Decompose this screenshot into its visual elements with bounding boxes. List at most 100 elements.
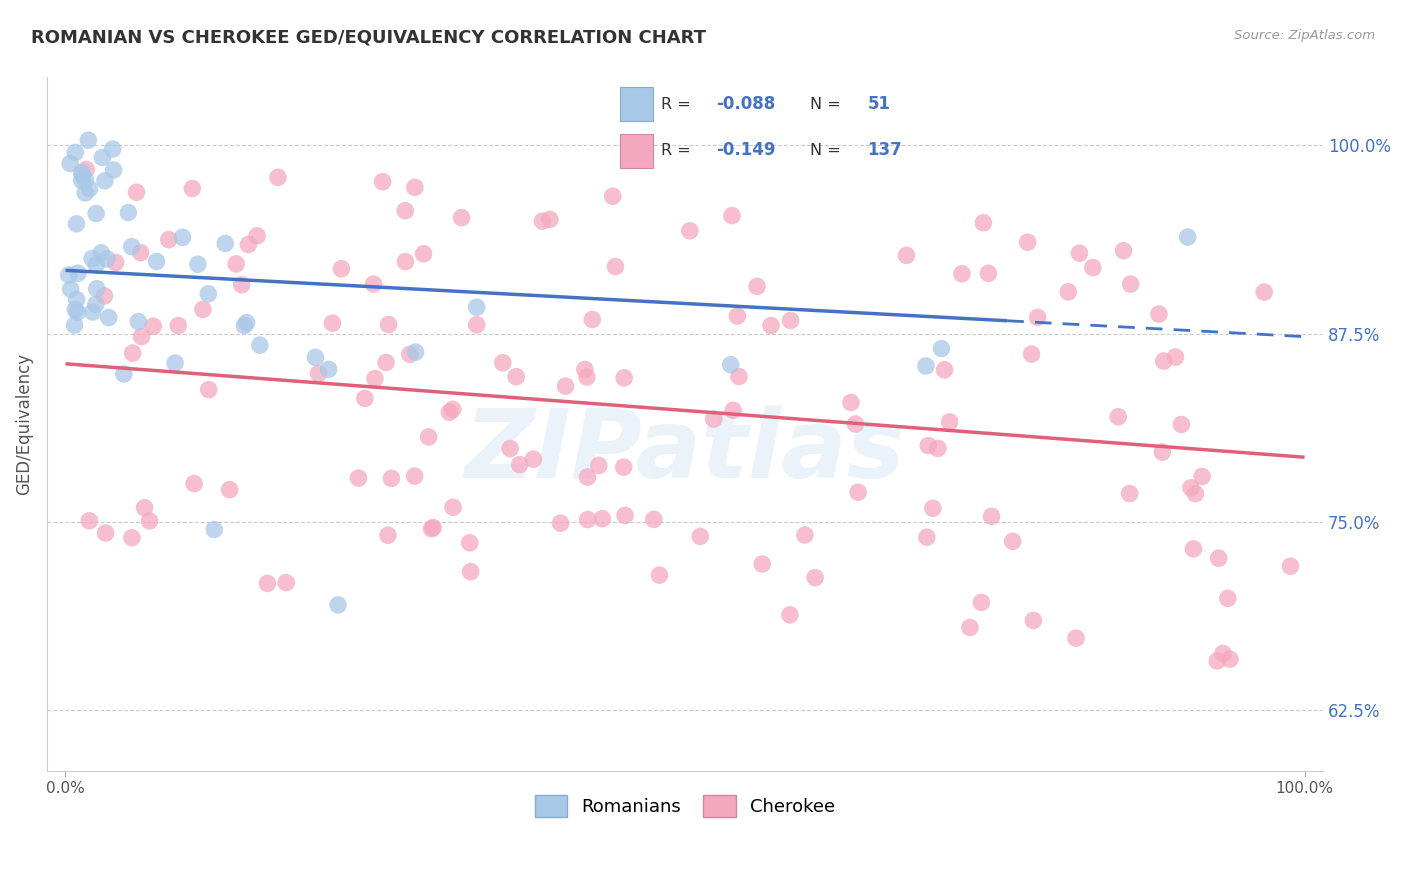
Point — [531, 214, 554, 228]
Point — [1170, 417, 1192, 432]
Point — [950, 267, 973, 281]
Point — [363, 277, 385, 292]
Point — [1164, 350, 1187, 364]
Point — [75, 186, 97, 200]
Point — [1017, 235, 1039, 250]
Point — [1001, 534, 1024, 549]
Point — [972, 216, 994, 230]
Point — [308, 367, 330, 381]
Point — [58, 268, 80, 282]
Text: 137: 137 — [868, 141, 903, 159]
Point — [121, 346, 143, 360]
Point — [75, 173, 97, 187]
Point — [145, 254, 167, 268]
Point — [460, 565, 482, 579]
Point — [66, 266, 89, 280]
Point — [131, 329, 153, 343]
Point — [1177, 230, 1199, 244]
Point — [404, 469, 426, 483]
Point — [142, 319, 165, 334]
Point — [648, 568, 671, 582]
Point — [394, 203, 416, 218]
Point — [377, 528, 399, 542]
Point — [66, 305, 89, 319]
Point — [101, 142, 124, 156]
Point — [1152, 445, 1174, 459]
FancyBboxPatch shape — [620, 87, 652, 121]
Point — [197, 286, 219, 301]
Point — [91, 151, 114, 165]
Point — [172, 230, 194, 244]
Point — [1206, 654, 1229, 668]
Point — [375, 355, 398, 369]
Text: ZIPatlas: ZIPatlas — [465, 405, 905, 499]
Point — [187, 257, 209, 271]
Point — [129, 245, 152, 260]
Point — [418, 430, 440, 444]
Point — [412, 246, 434, 260]
Point — [59, 156, 82, 170]
Point — [70, 165, 93, 179]
Point — [1212, 647, 1234, 661]
Text: R =: R = — [661, 143, 696, 158]
Point — [1119, 277, 1142, 292]
Point — [233, 318, 256, 333]
Point — [703, 412, 725, 426]
Point — [330, 261, 353, 276]
Legend: Romanians, Cherokee: Romanians, Cherokee — [527, 788, 842, 824]
Point — [377, 318, 399, 332]
Point — [1021, 347, 1043, 361]
Point — [1112, 244, 1135, 258]
Point — [605, 260, 627, 274]
Point — [304, 351, 326, 365]
Point — [1253, 285, 1275, 299]
Point — [581, 312, 603, 326]
Point — [82, 252, 104, 266]
FancyBboxPatch shape — [620, 135, 652, 168]
Point — [404, 180, 426, 194]
Point — [1182, 541, 1205, 556]
Point — [326, 598, 349, 612]
Point — [163, 356, 186, 370]
Point — [643, 512, 665, 526]
Point — [276, 575, 298, 590]
Point — [167, 318, 190, 333]
Point — [550, 516, 572, 531]
Point — [614, 508, 637, 523]
Point — [505, 369, 527, 384]
Point — [321, 316, 343, 330]
Point — [720, 358, 742, 372]
Point — [492, 356, 515, 370]
Point — [1081, 260, 1104, 275]
Point — [1069, 246, 1091, 260]
Point — [399, 347, 422, 361]
Point — [725, 309, 748, 323]
Point — [112, 367, 135, 381]
Point — [1107, 409, 1129, 424]
Point — [575, 370, 598, 384]
Point — [267, 170, 290, 185]
Point — [602, 189, 624, 203]
Point — [915, 530, 938, 544]
Point — [846, 485, 869, 500]
Point — [1022, 614, 1045, 628]
Point — [93, 289, 115, 303]
Point — [138, 514, 160, 528]
Point — [465, 300, 488, 314]
Point — [231, 277, 253, 292]
Point — [59, 282, 82, 296]
Point — [576, 512, 599, 526]
Text: Source: ZipAtlas.com: Source: ZipAtlas.com — [1234, 29, 1375, 42]
Point — [728, 369, 751, 384]
Point — [127, 314, 149, 328]
Point — [84, 297, 107, 311]
Point — [72, 168, 94, 182]
Point — [1191, 469, 1213, 483]
Point — [613, 371, 636, 385]
Point — [94, 174, 117, 188]
Point — [588, 458, 610, 473]
Point — [915, 359, 938, 373]
Point — [970, 595, 993, 609]
Point — [134, 500, 156, 515]
Point — [1219, 652, 1241, 666]
